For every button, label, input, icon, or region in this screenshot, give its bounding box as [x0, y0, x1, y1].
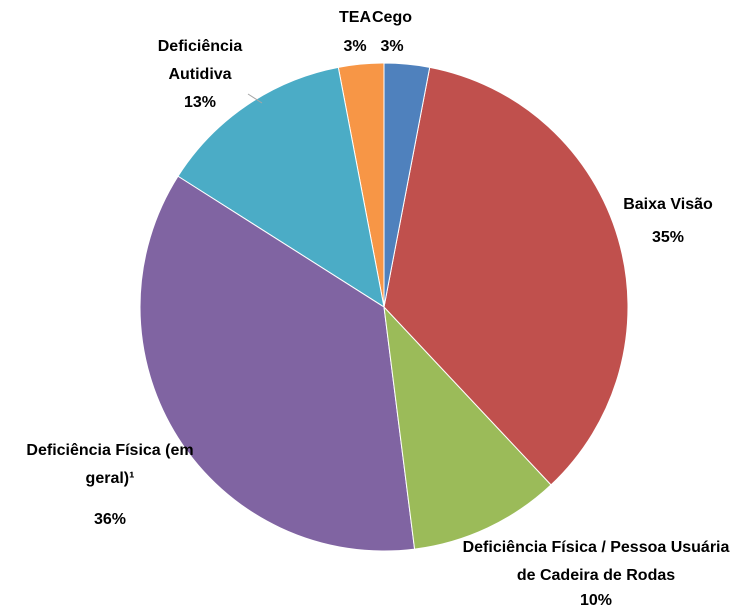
value-label: 36% [93, 511, 127, 528]
value-label: 3% [380, 38, 404, 55]
slice-label: TEA [339, 9, 371, 26]
value-label: 3% [343, 38, 367, 55]
slice-label: Baixa Visão [623, 196, 713, 213]
value-label: 10% [579, 592, 613, 605]
slice-label: Deficiência Física / Pessoa Usuária de C… [462, 539, 730, 584]
pie-slice [383, 62, 431, 308]
slice-label: Deficiência Autidiva [157, 38, 243, 83]
slice-label: Deficiência Física (em geral)¹ [26, 442, 194, 487]
slice-label: Cego [372, 9, 412, 26]
leader-line [247, 93, 263, 104]
pie-slice [139, 175, 416, 552]
pie-slice [383, 66, 629, 486]
value-label: 13% [183, 94, 217, 111]
pie-slice [383, 305, 552, 550]
pie-slice [177, 66, 385, 309]
value-label: 35% [651, 229, 685, 246]
